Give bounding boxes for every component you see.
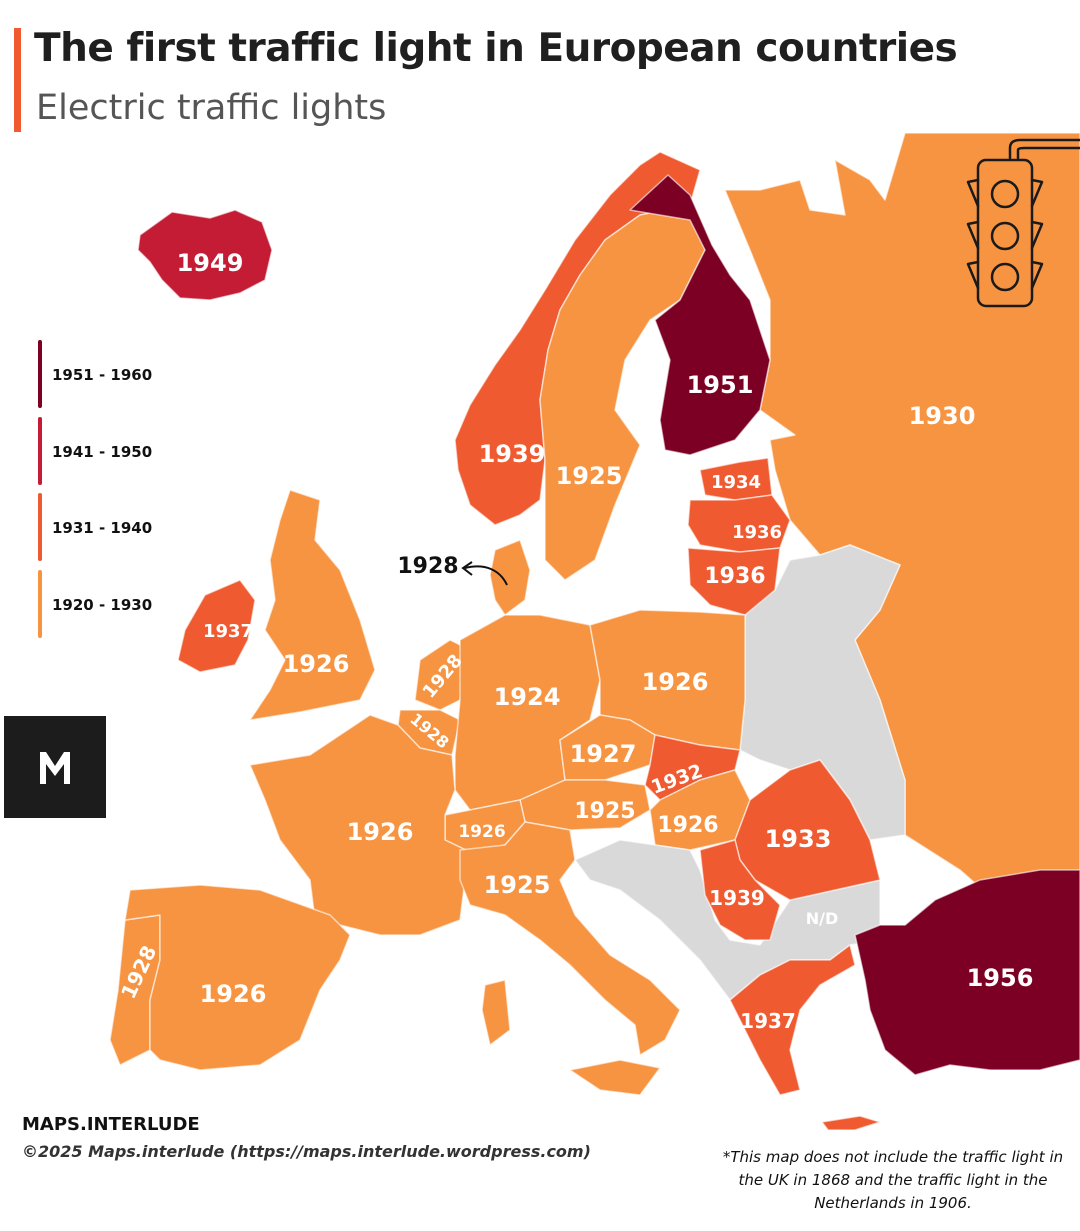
- traffic-light-icon: [966, 138, 1080, 308]
- country-uk: [249, 489, 376, 721]
- country-serbia: [699, 839, 781, 941]
- brand-name: MAPS.INTERLUDE: [22, 1114, 200, 1135]
- country-spain: [124, 884, 351, 1071]
- legend-swatch: [38, 417, 42, 485]
- label-russia: 1930: [909, 402, 976, 430]
- country-turkey: [854, 869, 1080, 1076]
- label-spain: 1926: [200, 980, 267, 1008]
- label-poland: 1926: [642, 668, 709, 696]
- label-turkey: 1956: [967, 964, 1034, 992]
- brand-logo: [4, 716, 106, 818]
- island-sardinia: [481, 979, 511, 1046]
- label-lithuania: 1936: [704, 564, 765, 589]
- island-crete: [821, 1115, 881, 1131]
- denmark-pointer-arrowhead: [461, 561, 473, 576]
- country-denmark: [489, 539, 531, 616]
- legend-label: 1951 - 1960: [52, 366, 153, 384]
- legend-swatch: [38, 570, 42, 638]
- label-finland: 1951: [687, 371, 754, 399]
- label-estonia: 1934: [711, 472, 761, 493]
- footnote: *This map does not include the traffic l…: [722, 1148, 1064, 1212]
- country-ireland: [177, 579, 256, 673]
- legend-label: 1931 - 1940: [52, 519, 153, 537]
- label-serbia: 1939: [709, 886, 765, 910]
- label-sweden: 1925: [556, 462, 623, 490]
- label-germany: 1924: [494, 683, 561, 711]
- legend-label: 1941 - 1950: [52, 443, 153, 461]
- legend-label: 1920 - 1930: [52, 596, 153, 614]
- country-eastern-nd: [739, 544, 906, 841]
- label-denmark: 1928: [397, 554, 458, 579]
- label-bulgaria: N/D: [806, 909, 839, 928]
- page-subtitle: Electric traffic lights: [36, 88, 387, 128]
- title-accent-bar: [14, 28, 21, 132]
- label-romania: 1933: [765, 825, 832, 853]
- island-sicily: [569, 1059, 661, 1096]
- country-russia: [724, 132, 1080, 1011]
- label-norway: 1939: [479, 440, 546, 468]
- legend-item-1951-1960: 1951 - 1960: [38, 340, 188, 410]
- legend-item-1941-1950: 1941 - 1950: [38, 417, 188, 487]
- country-finland: [629, 174, 771, 456]
- country-italy: [459, 821, 681, 1056]
- label-iceland: 1949: [177, 249, 244, 277]
- label-austria: 1925: [574, 799, 635, 824]
- legend-swatch: [38, 340, 42, 408]
- label-france: 1926: [347, 818, 414, 846]
- label-ireland: 1937: [203, 621, 253, 642]
- label-hungary: 1926: [657, 813, 718, 838]
- legend-swatch: [38, 493, 42, 561]
- m-logo-icon: [40, 752, 70, 784]
- country-lithuania: [687, 547, 781, 616]
- label-italy: 1925: [484, 871, 551, 899]
- country-greece: [729, 944, 856, 1096]
- copyright-notice: ©2025 Maps.interlude (https://maps.inter…: [22, 1142, 591, 1161]
- country-iceland: [137, 209, 273, 301]
- legend-item-1931-1940: 1931 - 1940: [38, 493, 188, 563]
- label-latvia: 1936: [732, 522, 782, 543]
- page-title: The first traffic light in European coun…: [34, 26, 958, 71]
- denmark-pointer-arrow: [464, 565, 508, 586]
- label-greece: 1937: [740, 1009, 796, 1033]
- label-czechia: 1927: [570, 740, 637, 768]
- label-switzerland: 1926: [458, 822, 505, 842]
- country-sweden: [539, 204, 706, 581]
- label-uk: 1926: [283, 650, 350, 678]
- legend-item-1920-1930: 1920 - 1930: [38, 570, 188, 640]
- legend: 1951 - 1960 1941 - 1950 1931 - 1940 1920…: [38, 340, 198, 640]
